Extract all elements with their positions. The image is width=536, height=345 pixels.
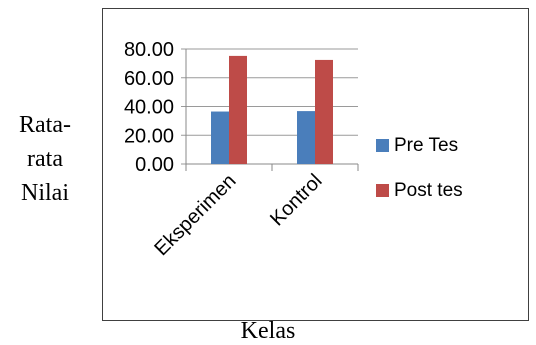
bar-pre-tes-kontrol xyxy=(297,111,315,164)
y-axis-label-line-3: Nilai xyxy=(21,180,69,206)
legend-swatch xyxy=(376,184,389,197)
x-tick-label: Eksperimen xyxy=(150,170,240,260)
y-tick-label: 40.00 xyxy=(124,97,174,119)
y-axis-label-line-1: Rata- xyxy=(19,112,71,138)
y-tick-label: 0.00 xyxy=(135,154,174,176)
x-axis-label: Kelas xyxy=(240,318,296,344)
legend-swatch xyxy=(376,139,389,152)
x-tick-label: Kontrol xyxy=(266,170,326,230)
y-axis-label: Rata- rata Nilai xyxy=(2,108,88,210)
bar-post-tes-kontrol xyxy=(315,59,333,164)
y-tick-label: 20.00 xyxy=(124,125,174,147)
bar-post-tes-eksperimen xyxy=(229,55,247,164)
y-tick-label: 60.00 xyxy=(124,68,174,90)
bar-pre-tes-eksperimen xyxy=(211,111,229,164)
y-tick-label: 80.00 xyxy=(124,39,174,61)
legend-label: Pre Tes xyxy=(394,135,458,156)
legend-label: Post tes xyxy=(394,180,463,201)
y-axis-label-line-2: rata xyxy=(27,146,63,172)
